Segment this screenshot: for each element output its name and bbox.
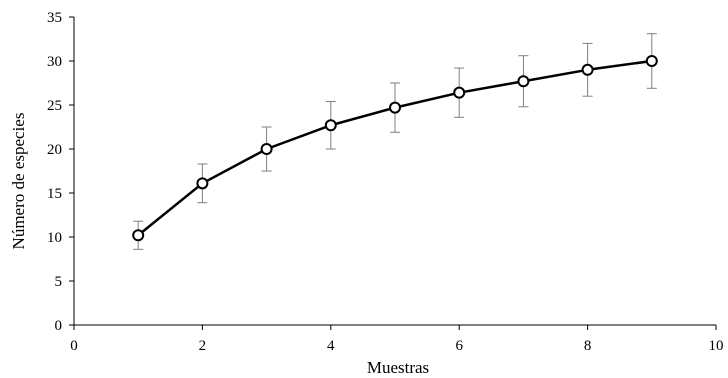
data-point xyxy=(132,229,145,242)
y-tick-label: 30 xyxy=(47,54,62,70)
data-point xyxy=(517,75,530,88)
x-tick-label: 2 xyxy=(199,338,207,354)
error-bars xyxy=(133,33,657,250)
y-tick-label: 25 xyxy=(47,98,62,114)
data-point xyxy=(196,177,209,190)
data-point xyxy=(453,86,466,99)
data-point xyxy=(389,101,401,114)
axes: 0 5 10 15 20 25 30 35 0 2 4 6 8 10 xyxy=(47,10,724,354)
x-tick-label: 4 xyxy=(327,338,335,354)
data-point xyxy=(324,119,337,132)
y-tick-label: 20 xyxy=(47,142,62,158)
y-tick-label: 5 xyxy=(55,274,63,290)
y-tick-label: 0 xyxy=(55,318,63,334)
y-tick-label: 10 xyxy=(47,230,62,246)
data-point xyxy=(645,55,658,67)
x-tick-label: 0 xyxy=(70,338,78,354)
data-points xyxy=(132,55,658,242)
y-tick-label: 35 xyxy=(47,10,62,26)
data-point xyxy=(581,63,594,76)
x-tick-label: 6 xyxy=(455,338,463,354)
x-tick-label: 10 xyxy=(709,338,724,354)
y-axis-title: Número de especies xyxy=(9,113,28,250)
x-tick-label: 8 xyxy=(584,338,592,354)
data-point xyxy=(260,143,273,155)
y-tick-label: 15 xyxy=(47,186,62,202)
x-axis-title: Muestras xyxy=(367,358,429,377)
